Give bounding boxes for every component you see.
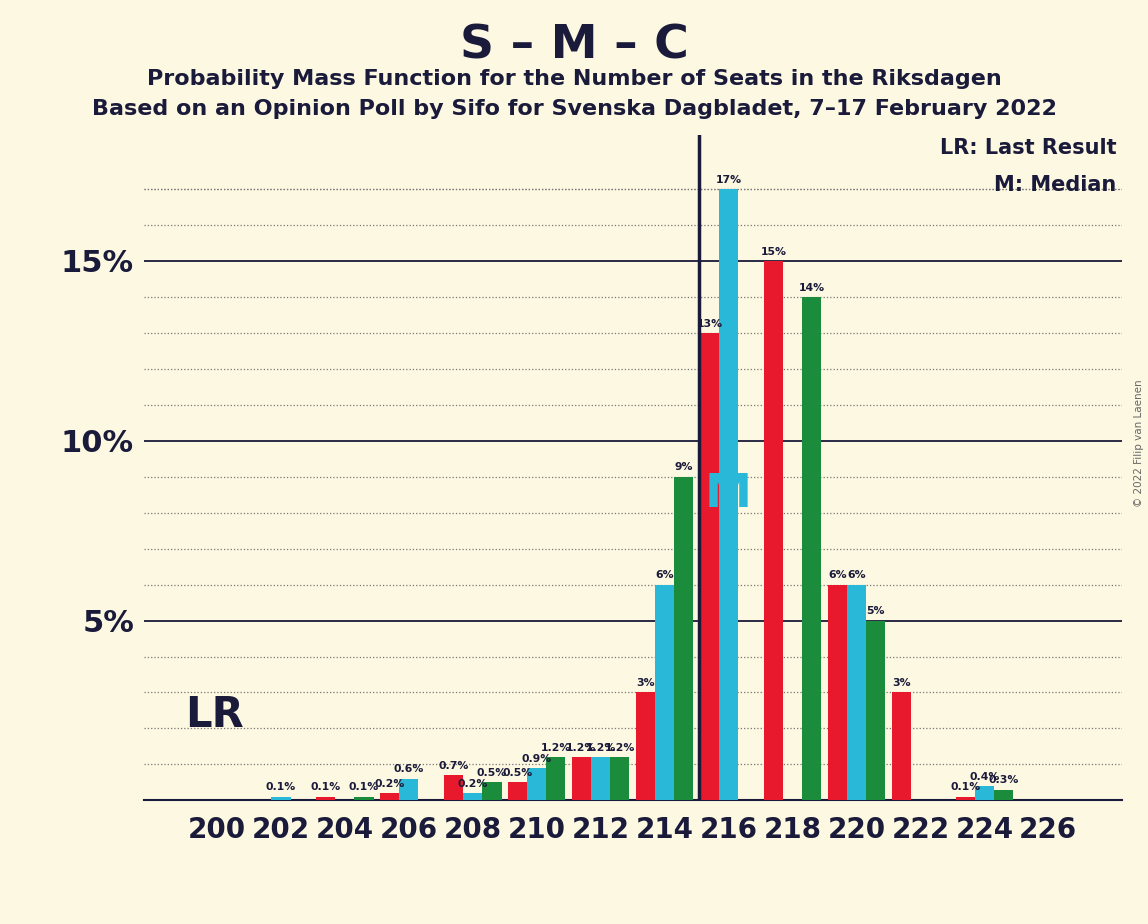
Text: 0.1%: 0.1% xyxy=(266,783,296,793)
Text: 0.2%: 0.2% xyxy=(458,779,488,789)
Bar xyxy=(482,783,502,800)
Text: 9%: 9% xyxy=(675,462,693,472)
Text: 6%: 6% xyxy=(828,570,846,580)
Bar xyxy=(316,796,335,800)
Text: 6%: 6% xyxy=(847,570,866,580)
Text: © 2022 Filip van Laenen: © 2022 Filip van Laenen xyxy=(1134,380,1143,507)
Bar xyxy=(527,768,546,800)
Bar xyxy=(444,775,463,800)
Text: 0.1%: 0.1% xyxy=(311,783,341,793)
Text: 0.1%: 0.1% xyxy=(349,783,379,793)
Text: 1.2%: 1.2% xyxy=(605,743,635,753)
Text: 3%: 3% xyxy=(636,678,654,688)
Bar xyxy=(674,477,693,800)
Bar xyxy=(546,757,566,800)
Text: S – M – C: S – M – C xyxy=(459,23,689,68)
Text: 5%: 5% xyxy=(867,606,885,616)
Text: 0.9%: 0.9% xyxy=(521,754,552,763)
Text: LR: Last Result: LR: Last Result xyxy=(940,139,1117,158)
Bar xyxy=(700,333,719,800)
Bar xyxy=(400,779,418,800)
Bar xyxy=(866,621,885,800)
Bar xyxy=(463,793,482,800)
Text: LR: LR xyxy=(185,694,243,736)
Text: 13%: 13% xyxy=(697,319,722,329)
Bar xyxy=(591,757,611,800)
Text: 0.4%: 0.4% xyxy=(969,772,1000,782)
Text: Probability Mass Function for the Number of Seats in the Riksdagen: Probability Mass Function for the Number… xyxy=(147,69,1001,90)
Text: 0.3%: 0.3% xyxy=(988,775,1018,785)
Bar xyxy=(572,757,591,800)
Text: 0.1%: 0.1% xyxy=(951,783,980,793)
Bar xyxy=(380,793,400,800)
Text: M: M xyxy=(705,472,752,517)
Text: 1.2%: 1.2% xyxy=(585,743,615,753)
Text: 1.2%: 1.2% xyxy=(566,743,597,753)
Text: 0.5%: 0.5% xyxy=(476,768,507,778)
Bar xyxy=(955,796,975,800)
Bar xyxy=(847,585,866,800)
Bar xyxy=(994,790,1014,800)
Bar xyxy=(271,796,290,800)
Bar xyxy=(763,261,783,800)
Text: 17%: 17% xyxy=(715,175,742,185)
Text: 0.2%: 0.2% xyxy=(374,779,405,789)
Text: 15%: 15% xyxy=(760,247,786,257)
Bar xyxy=(507,783,527,800)
Text: Based on an Opinion Poll by Sifo for Svenska Dagbladet, 7–17 February 2022: Based on an Opinion Poll by Sifo for Sve… xyxy=(92,99,1056,119)
Text: 0.6%: 0.6% xyxy=(394,764,424,774)
Bar xyxy=(719,189,738,800)
Text: 0.5%: 0.5% xyxy=(503,768,533,778)
Text: 3%: 3% xyxy=(892,678,910,688)
Text: 14%: 14% xyxy=(799,283,824,293)
Bar xyxy=(636,692,656,800)
Bar xyxy=(892,692,910,800)
Bar xyxy=(656,585,674,800)
Text: 1.2%: 1.2% xyxy=(541,743,571,753)
Text: 0.7%: 0.7% xyxy=(439,760,468,771)
Text: 6%: 6% xyxy=(656,570,674,580)
Bar xyxy=(828,585,847,800)
Bar xyxy=(355,796,373,800)
Bar xyxy=(802,297,821,800)
Text: M: Median: M: Median xyxy=(994,175,1117,195)
Bar xyxy=(975,786,994,800)
Bar xyxy=(611,757,629,800)
